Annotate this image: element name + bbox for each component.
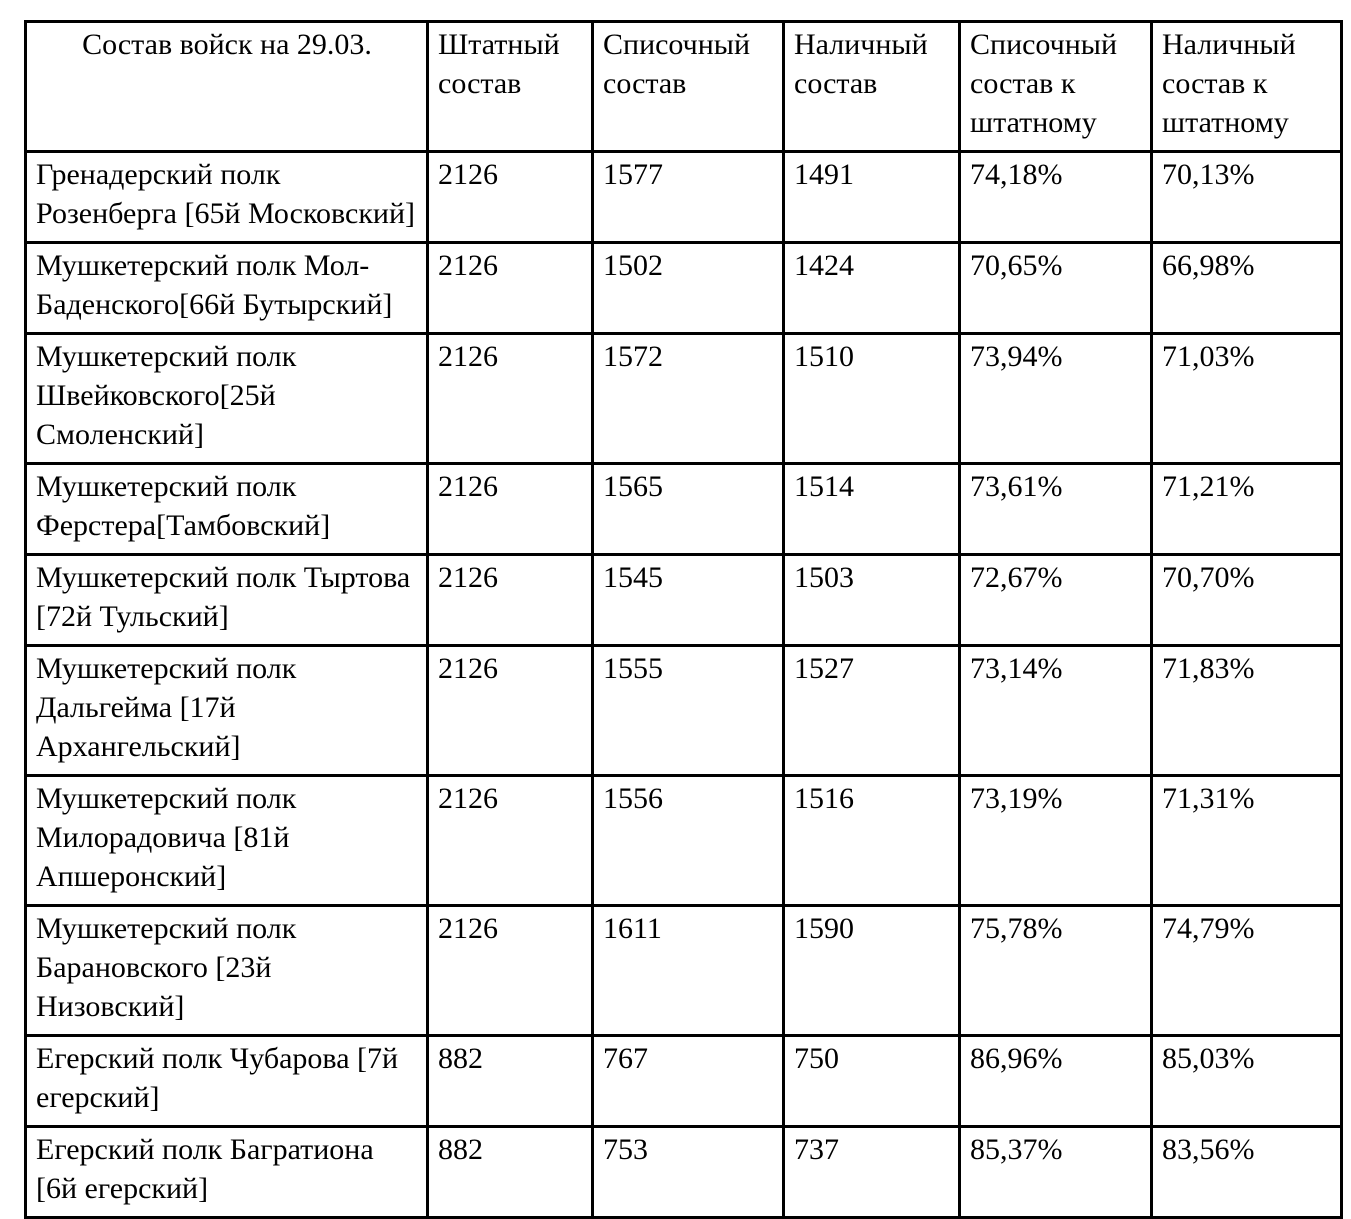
cell-name: Мушкетерский полк Мол-Баденского[66й Бут… (24, 241, 429, 335)
cell-list_pct: 85,37% (958, 1125, 1153, 1219)
cell-present_pct: 83,56% (1150, 1125, 1343, 1219)
cell-name: Мушкетерский полк Милорадовича [81й Апше… (24, 774, 429, 907)
cell-list_pct: 74,18% (958, 150, 1153, 244)
cell-name: Гренадерский полк Розенберга [65й Москов… (24, 150, 429, 244)
cell-present_pct: 66,98% (1150, 241, 1343, 335)
cell-present_pct: 70,70% (1150, 553, 1343, 647)
cell-present_pct: 74,79% (1150, 904, 1343, 1037)
cell-present: 1491 (782, 150, 961, 244)
cell-present_pct: 71,21% (1150, 462, 1343, 556)
table-row: Мушкетерский полк Тыртова [72й Тульский]… (24, 553, 1343, 647)
cell-list: 753 (591, 1125, 785, 1219)
cell-present: 1424 (782, 241, 961, 335)
cell-staff: 2126 (426, 553, 594, 647)
cell-staff: 2126 (426, 332, 594, 465)
cell-present: 1590 (782, 904, 961, 1037)
cell-present: 1514 (782, 462, 961, 556)
column-header-2: Штатный состав (426, 20, 594, 153)
cell-present: 1516 (782, 774, 961, 907)
table-row: Мушкетерский полк Ферстера[Тамбовский] 21… (24, 462, 1343, 556)
cell-staff: 882 (426, 1034, 594, 1128)
cell-present: 1503 (782, 553, 961, 647)
table-row: Егерский полк Чубарова [7й егерский] 882 7… (24, 1034, 1343, 1128)
cell-list_pct: 86,96% (958, 1034, 1153, 1128)
cell-list: 1611 (591, 904, 785, 1037)
cell-name: Мушкетерский полк Тыртова [72й Тульский] (24, 553, 429, 647)
cell-name: Мушкетерский полк Барановского [23й Низо… (24, 904, 429, 1037)
cell-list_pct: 73,94% (958, 332, 1153, 465)
cell-staff: 2126 (426, 150, 594, 244)
cell-list: 1565 (591, 462, 785, 556)
table-row: Мушкетерский полк Мол-Баденского[66й Бут… (24, 241, 1343, 335)
cell-list_pct: 73,19% (958, 774, 1153, 907)
cell-name: Мушкетерский полк Дальгейма [17й Арханге… (24, 644, 429, 777)
table-row: Гренадерский полк Розенберга [65й Москов… (24, 150, 1343, 244)
cell-list_pct: 70,65% (958, 241, 1153, 335)
cell-list: 1556 (591, 774, 785, 907)
cell-list_pct: 73,14% (958, 644, 1153, 777)
cell-staff: 2126 (426, 774, 594, 907)
cell-present_pct: 71,03% (1150, 332, 1343, 465)
cell-list_pct: 73,61% (958, 462, 1153, 556)
cell-present: 1527 (782, 644, 961, 777)
cell-present_pct: 71,31% (1150, 774, 1343, 907)
cell-name: Мушкетерский полк Ферстера[Тамбовский] (24, 462, 429, 556)
column-header-3: Списочный состав (591, 20, 785, 153)
cell-list: 767 (591, 1034, 785, 1128)
cell-present_pct: 71,83% (1150, 644, 1343, 777)
table-row: Мушкетерский полк Барановского [23й Низо… (24, 904, 1343, 1037)
cell-list_pct: 75,78% (958, 904, 1153, 1037)
cell-present: 737 (782, 1125, 961, 1219)
cell-staff: 2126 (426, 644, 594, 777)
cell-name: Мушкетерский полк Швейковского[25й Смоле… (24, 332, 429, 465)
column-header-4: Наличный состав (782, 20, 961, 153)
cell-list_pct: 72,67% (958, 553, 1153, 647)
column-header-1: Состав войск на 29.03. (24, 20, 429, 153)
cell-present_pct: 85,03% (1150, 1034, 1343, 1128)
cell-list: 1545 (591, 553, 785, 647)
cell-staff: 2126 (426, 462, 594, 556)
cell-name: Егерский полк Чубарова [7й егерский] (24, 1034, 429, 1128)
cell-list: 1555 (591, 644, 785, 777)
cell-list: 1577 (591, 150, 785, 244)
column-header-6: Наличный состав к штатному (1150, 20, 1343, 153)
troops-strength-table: Состав войск на 29.03. Штатный состав Спис… (24, 20, 1343, 1219)
column-header-5: Списочный состав к штатному (958, 20, 1153, 153)
cell-staff: 2126 (426, 241, 594, 335)
cell-list: 1502 (591, 241, 785, 335)
cell-list: 1572 (591, 332, 785, 465)
cell-present: 750 (782, 1034, 961, 1128)
header-row: Состав войск на 29.03. Штатный состав Спис… (24, 20, 1343, 153)
document-page: Состав войск на 29.03. Штатный состав Спис… (24, 20, 1343, 1219)
cell-present: 1510 (782, 332, 961, 465)
table-row: Мушкетерский полк Швейковского[25й Смоле… (24, 332, 1343, 465)
cell-present_pct: 70,13% (1150, 150, 1343, 244)
table-row: Мушкетерский полк Дальгейма [17й Арханге… (24, 644, 1343, 777)
table-body: Гренадерский полк Розенберга [65й Москов… (24, 150, 1343, 1219)
table-row: Мушкетерский полк Милорадовича [81й Апше… (24, 774, 1343, 907)
table-row: Егерский полк Багратиона [6й егерский] 88… (24, 1125, 1343, 1219)
cell-staff: 882 (426, 1125, 594, 1219)
cell-staff: 2126 (426, 904, 594, 1037)
cell-name: Егерский полк Багратиона [6й егерский] (24, 1125, 429, 1219)
